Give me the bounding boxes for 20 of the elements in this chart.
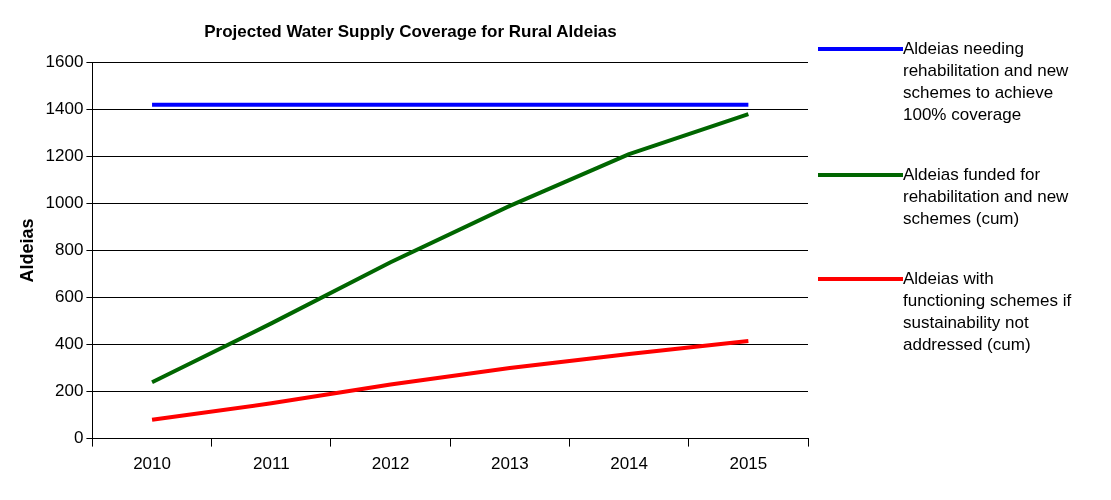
- x-tick-label: 2014: [610, 454, 649, 474]
- y-tick-label: 1000: [45, 193, 84, 213]
- y-tick-label: 1200: [45, 146, 84, 166]
- x-tick-label: 2012: [371, 454, 410, 474]
- y-tick-label: 1600: [45, 52, 84, 72]
- y-tick-label: 400: [55, 334, 84, 354]
- y-tick-label: 1400: [45, 99, 84, 119]
- y-tick-label: 200: [55, 381, 84, 401]
- legend-label: Aldeias funded for rehabilitation and new schemes (cum): [903, 164, 1070, 230]
- y-tick-label: 0: [73, 428, 84, 448]
- y-axis-title: Aldeias: [16, 218, 37, 283]
- x-tick-label: 2015: [729, 454, 768, 474]
- legend-label: Aldeias with functioning schemes if sustainability not addressed (cum): [903, 268, 1073, 356]
- chart-title: Projected Water Supply Coverage for Rural Aldeias: [204, 21, 617, 41]
- x-tick-label: 2011: [253, 454, 290, 474]
- legend-label: Aldeias needing rehabilitation and new schemes to achieve 100% coverage: [903, 38, 1070, 126]
- x-tick-label: 2013: [490, 454, 529, 474]
- x-tick-label: 2010: [133, 454, 171, 474]
- y-tick-label: 600: [55, 287, 84, 307]
- y-tick-label: 800: [55, 240, 84, 260]
